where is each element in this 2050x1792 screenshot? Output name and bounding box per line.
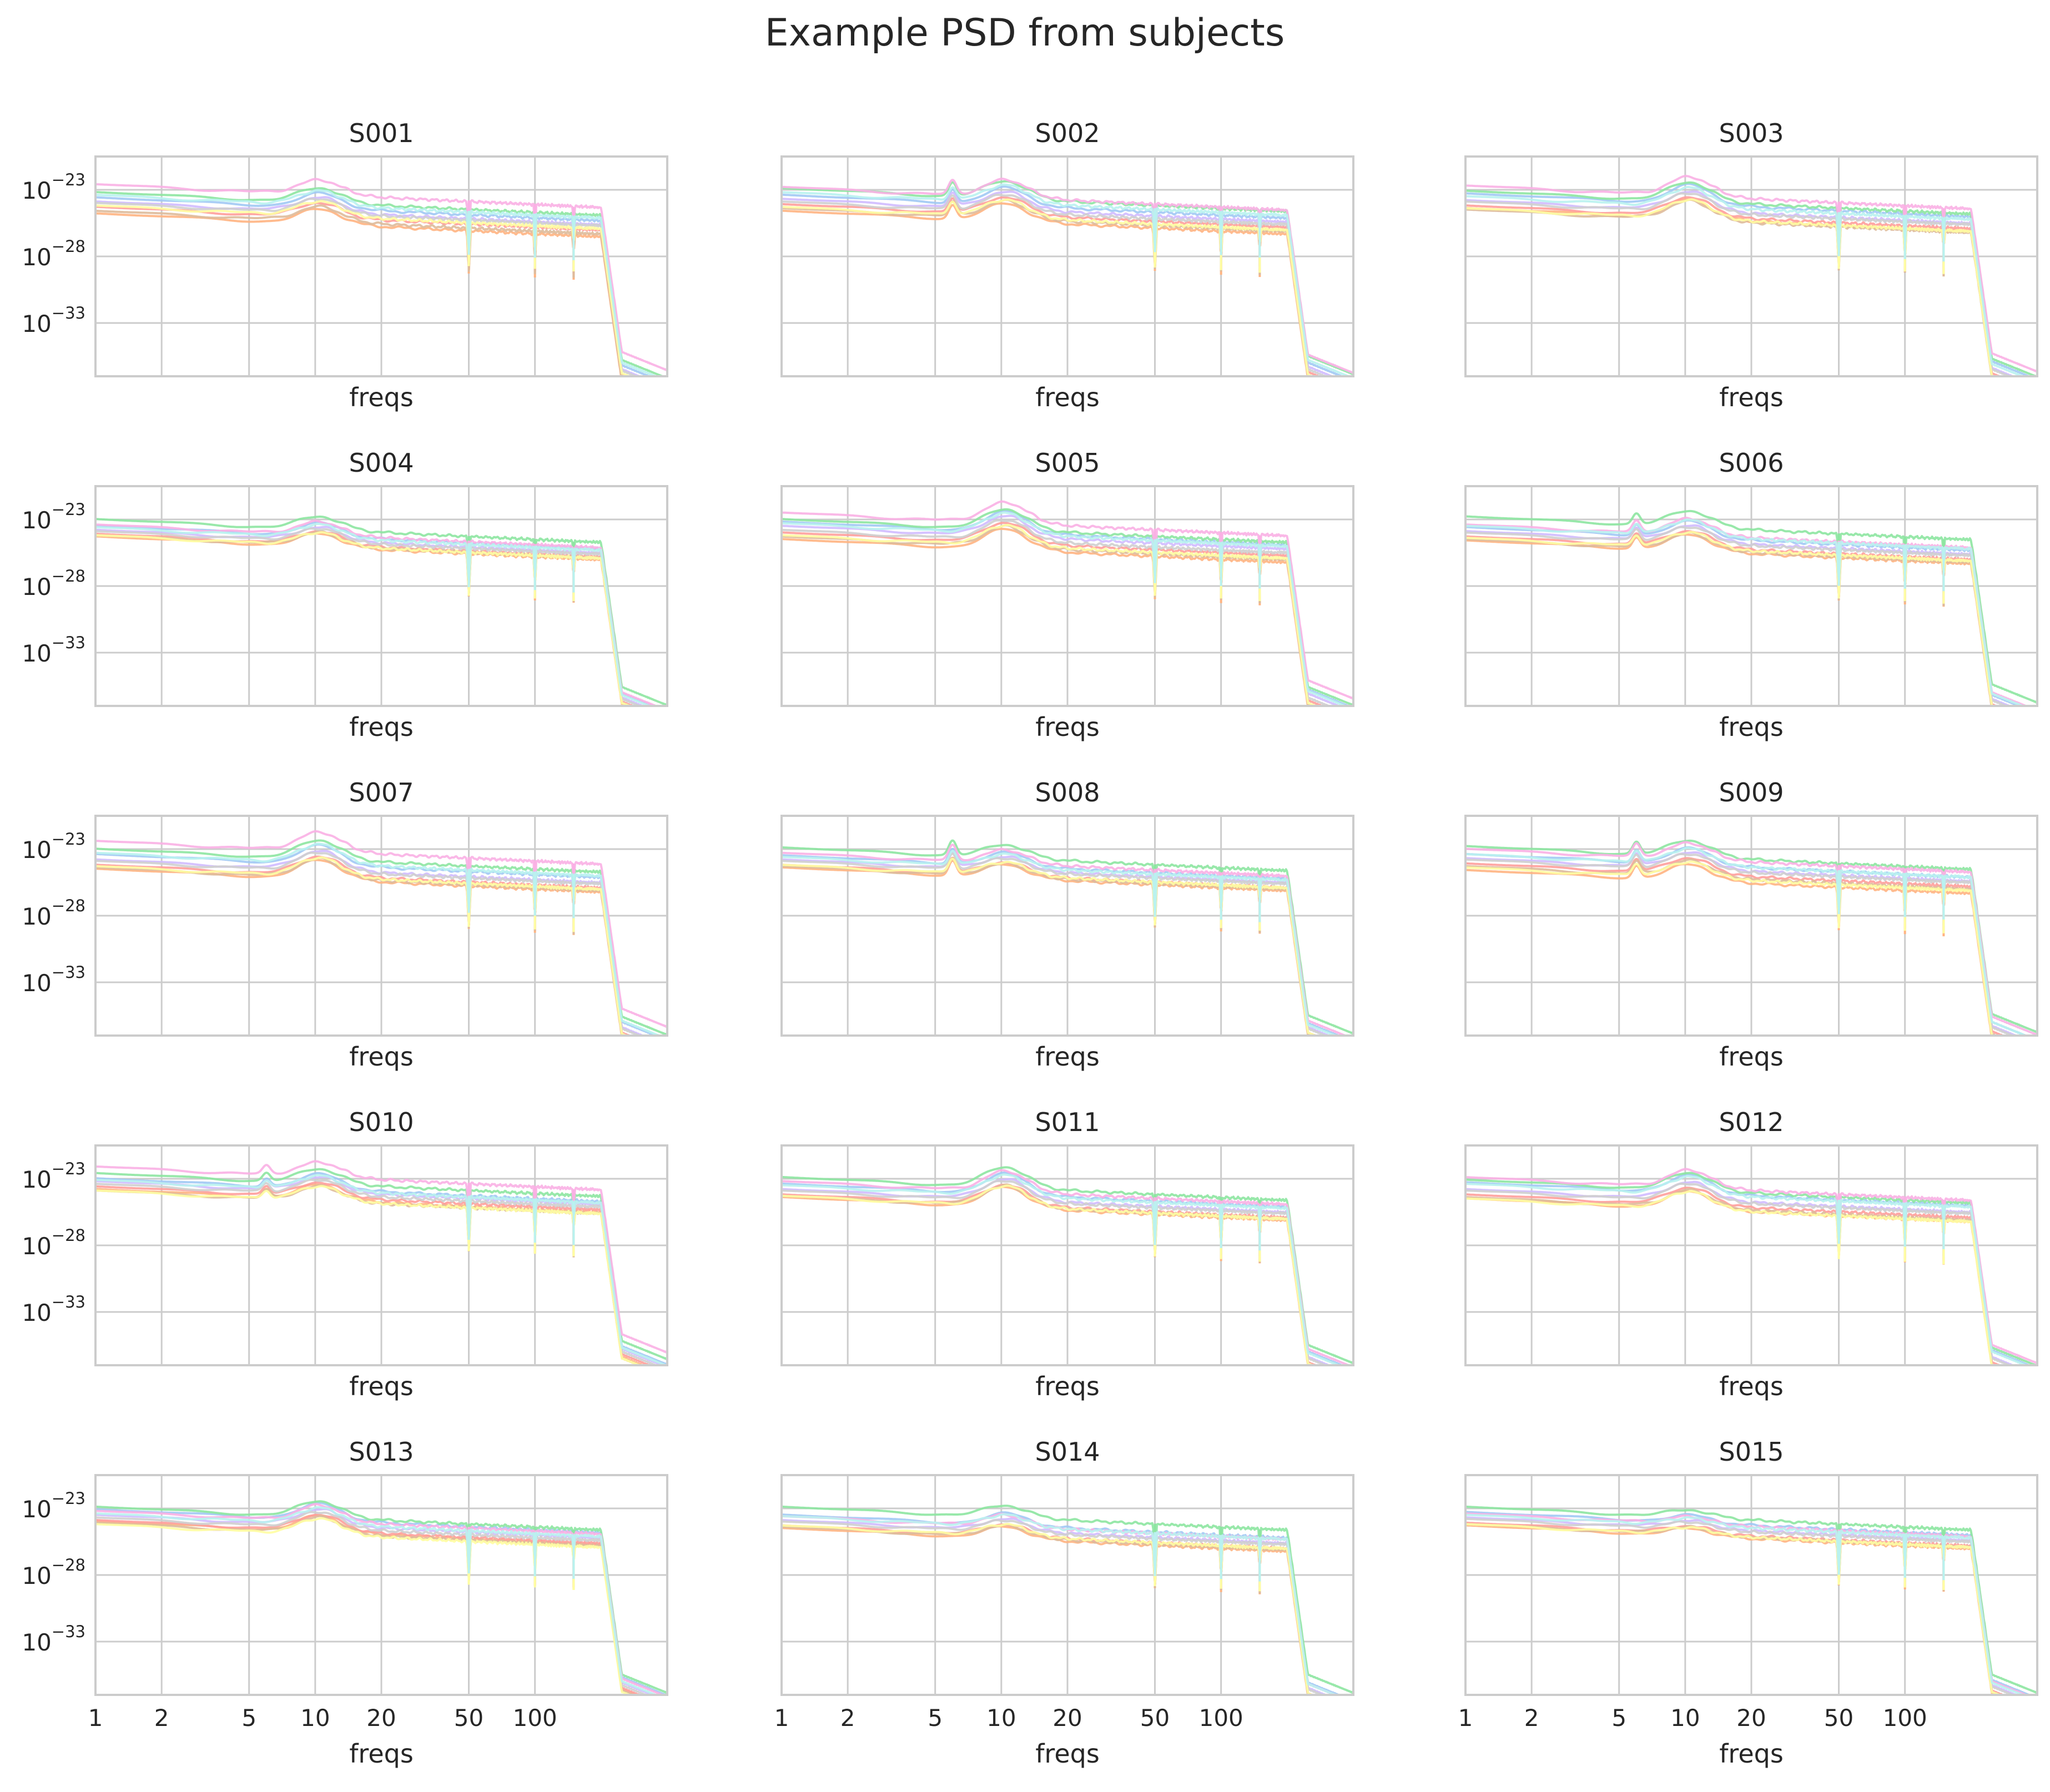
x-tick-label: 1 <box>88 1704 103 1732</box>
subplot-S004: S004 10−23 10−28 10−33 freqs <box>22 448 667 742</box>
subplot-S013: S013 10−23 10−28 10−33 1 2 5 10 20 50 100 freqs <box>22 1437 667 1769</box>
x-tick-label: 100 <box>1199 1704 1243 1732</box>
subplot-title: S008 <box>1035 778 1100 807</box>
subplot-grid: S001 10−23 10−28 10−33 freqs S002 freqs S003 fre… <box>22 118 2037 1769</box>
subplot-title: S004 <box>349 448 414 478</box>
subplot-S008: S008 freqs <box>782 778 1353 1072</box>
subplot-title: S001 <box>349 118 414 148</box>
x-axis-label: freqs <box>349 1371 414 1401</box>
x-tick-label: 1 <box>1458 1704 1473 1732</box>
x-axis-label: freqs <box>1035 382 1100 412</box>
x-axis-label: freqs <box>1719 382 1784 412</box>
x-tick-label: 2 <box>1524 1704 1539 1732</box>
x-tick-label: 5 <box>1611 1704 1626 1732</box>
x-axis-label: freqs <box>1035 1371 1100 1401</box>
x-tick-label: 100 <box>1883 1704 1927 1732</box>
subplot-S001: S001 10−23 10−28 10−33 freqs <box>22 118 667 412</box>
x-tick-label: 10 <box>986 1704 1016 1732</box>
subplot-title: S010 <box>349 1107 414 1137</box>
x-tick-label: 5 <box>928 1704 943 1732</box>
subplot-S006: S006 freqs <box>1465 448 2037 742</box>
subplot-S014: S014 1 2 5 10 20 50 100 freqs <box>774 1437 1353 1769</box>
y-tick-label: 10−33 <box>22 1293 85 1326</box>
x-tick-label: 20 <box>1052 1704 1082 1732</box>
subplot-title: S015 <box>1719 1437 1784 1467</box>
subplot-S003: S003 freqs <box>1465 118 2037 412</box>
subplot-title: S005 <box>1035 448 1100 478</box>
x-tick-label: 1 <box>774 1704 789 1732</box>
x-axis-label: freqs <box>1719 712 1784 742</box>
y-tick-label: 10−28 <box>22 1226 85 1260</box>
x-tick-label: 5 <box>241 1704 256 1732</box>
subplot-title: S011 <box>1035 1107 1100 1137</box>
x-axis-label: freqs <box>1035 712 1100 742</box>
subplot-S002: S002 freqs <box>782 118 1353 412</box>
x-axis-label: freqs <box>1719 1042 1784 1072</box>
x-tick-label: 2 <box>840 1704 855 1732</box>
subplot-title: S013 <box>349 1437 414 1467</box>
subplot-title: S002 <box>1035 118 1100 148</box>
y-tick-label: 10−23 <box>22 500 85 534</box>
subplot-S012: S012 freqs <box>1465 1107 2037 1401</box>
x-tick-label: 100 <box>513 1704 557 1732</box>
y-tick-label: 10−23 <box>22 830 85 864</box>
x-axis-label: freqs <box>1719 1739 1784 1769</box>
y-tick-label: 10−23 <box>22 1489 85 1523</box>
y-tick-label: 10−23 <box>22 170 85 204</box>
x-tick-label: 50 <box>1140 1704 1170 1732</box>
subplot-title: S003 <box>1719 118 1784 148</box>
x-tick-label: 20 <box>366 1704 396 1732</box>
x-tick-label: 50 <box>454 1704 483 1732</box>
y-tick-label: 10−33 <box>22 633 85 667</box>
x-tick-label: 20 <box>1736 1704 1766 1732</box>
subplot-S011: S011 freqs <box>782 1107 1353 1401</box>
subplot-title: S014 <box>1035 1437 1100 1467</box>
subplot-S007: S007 10−23 10−28 10−33 freqs <box>22 778 667 1072</box>
x-tick-label: 10 <box>300 1704 330 1732</box>
x-axis-label: freqs <box>349 1739 414 1769</box>
x-tick-label: 50 <box>1824 1704 1853 1732</box>
subplot-S009: S009 freqs <box>1465 778 2037 1072</box>
x-axis-label: freqs <box>349 382 414 412</box>
x-tick-label: 10 <box>1670 1704 1700 1732</box>
subplot-title: S012 <box>1719 1107 1784 1137</box>
y-tick-label: 10−33 <box>22 963 85 997</box>
y-tick-label: 10−33 <box>22 1622 85 1656</box>
x-tick-label: 2 <box>154 1704 169 1732</box>
subplot-S005: S005 freqs <box>782 448 1353 742</box>
figure-title: Example PSD from subjects <box>765 11 1285 55</box>
subplot-S010: S010 10−23 10−28 10−33 freqs <box>22 1107 667 1401</box>
subplot-title: S006 <box>1719 448 1784 478</box>
x-axis-label: freqs <box>1035 1739 1100 1769</box>
y-tick-label: 10−23 <box>22 1159 85 1193</box>
subplot-title: S007 <box>349 778 414 807</box>
y-tick-label: 10−28 <box>22 567 85 600</box>
x-axis-label: freqs <box>349 712 414 742</box>
subplot-S015: S015 1 2 5 10 20 50 100 freqs <box>1458 1437 2037 1769</box>
y-tick-label: 10−33 <box>22 304 85 337</box>
subplot-title: S009 <box>1719 778 1784 807</box>
x-axis-label: freqs <box>1719 1371 1784 1401</box>
y-tick-label: 10−28 <box>22 896 85 930</box>
x-axis-label: freqs <box>1035 1042 1100 1072</box>
x-axis-label: freqs <box>349 1042 414 1072</box>
y-tick-label: 10−28 <box>22 1556 85 1589</box>
y-tick-label: 10−28 <box>22 237 85 271</box>
